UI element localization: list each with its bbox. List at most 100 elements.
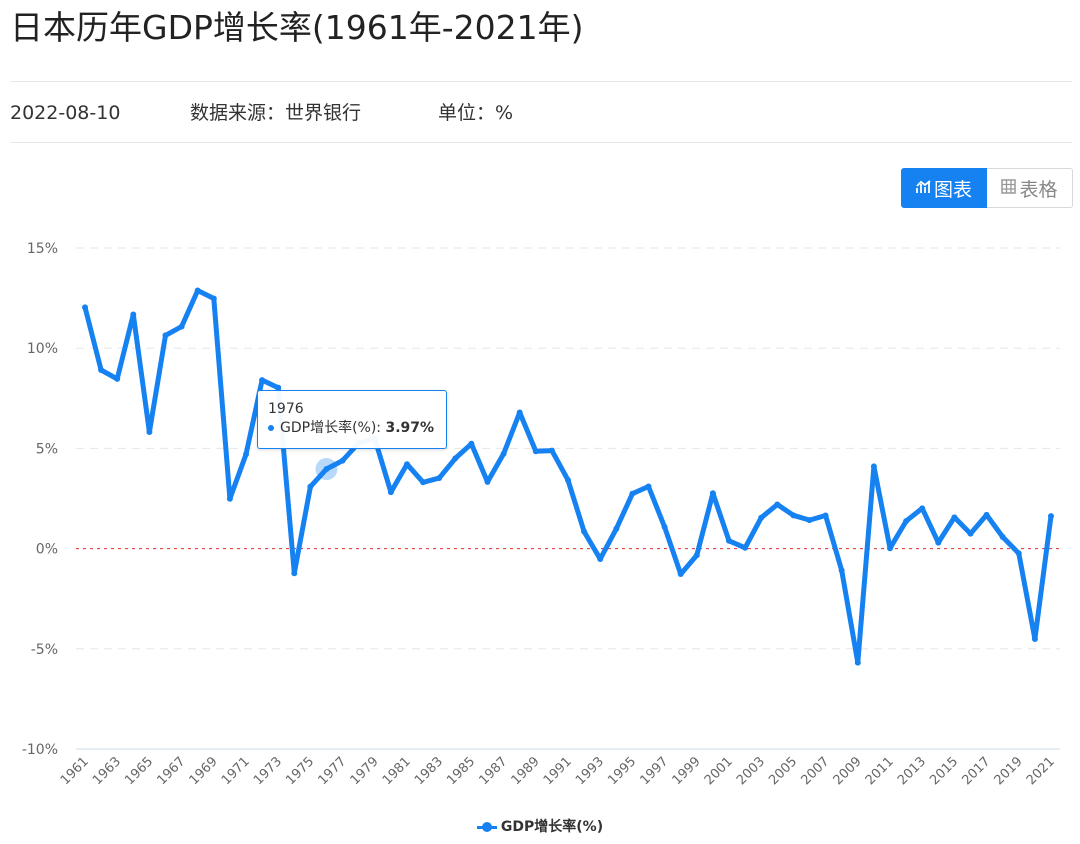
data-point <box>806 517 813 524</box>
table-view-button[interactable]: 表格 <box>987 168 1073 208</box>
data-point <box>645 483 652 490</box>
data-point <box>387 489 394 496</box>
data-tooltip: 1976 GDP增长率(%): 3.97% <box>257 390 447 449</box>
data-point <box>919 505 926 512</box>
data-point <box>452 455 459 462</box>
data-point <box>275 384 282 391</box>
series-gdp-growth <box>82 287 1054 666</box>
data-point <box>404 461 410 468</box>
data-point <box>436 475 443 482</box>
data-source: 数据来源：世界银行 <box>190 102 362 124</box>
chart-legend[interactable]: GDP增长率(%) <box>0 816 1080 836</box>
x-tick-label: 2021 <box>1024 754 1058 788</box>
data-point <box>935 539 942 546</box>
x-tick-label: 2013 <box>895 754 929 788</box>
x-tick-label: 1967 <box>154 754 188 788</box>
x-tick-label: 1977 <box>315 754 349 788</box>
data-point <box>613 525 620 532</box>
data-point <box>484 478 491 485</box>
data-point <box>307 483 314 490</box>
y-tick-label: 5% <box>36 441 58 457</box>
data-point <box>677 571 684 578</box>
chart-view-button[interactable]: 图表 <box>901 168 987 208</box>
data-point <box>742 544 749 551</box>
view-toggle: 图表 表格 <box>901 168 1073 210</box>
x-tick-label: 2019 <box>992 754 1026 788</box>
x-tick-label: 1981 <box>380 754 414 788</box>
x-tick-label: 2015 <box>927 754 961 788</box>
data-point <box>548 447 555 454</box>
data-point <box>243 451 249 458</box>
y-tick-label: -5% <box>31 642 58 658</box>
series-dot-icon <box>268 425 274 431</box>
chart-icon <box>916 179 931 198</box>
data-point <box>726 537 732 544</box>
data-point <box>178 323 185 330</box>
x-tick-label: 1983 <box>412 754 446 788</box>
tooltip-year: 1976 <box>268 401 304 417</box>
data-point <box>82 304 88 311</box>
data-point <box>291 570 298 577</box>
data-point <box>339 457 346 464</box>
data-point <box>130 311 137 318</box>
header-divider <box>10 81 1072 82</box>
data-point <box>1048 513 1054 520</box>
grid-lines <box>76 247 1060 750</box>
x-tick-label: 1979 <box>348 754 382 788</box>
publish-date: 2022-08-10 <box>10 102 121 124</box>
tooltip-row: GDP增长率(%): 3.97% <box>268 418 436 438</box>
data-point <box>903 518 910 525</box>
data-point <box>98 367 105 374</box>
x-tick-label: 1995 <box>605 754 639 788</box>
x-tick-label: 1973 <box>251 754 285 788</box>
chart-view-label: 图表 <box>933 178 972 201</box>
table-view-label: 表格 <box>1019 178 1058 201</box>
data-point <box>774 501 781 508</box>
series-line <box>82 288 1054 666</box>
data-point <box>967 530 974 537</box>
x-tick-label: 1971 <box>219 754 253 788</box>
data-point <box>516 409 523 416</box>
x-tick-label: 1969 <box>187 754 221 788</box>
x-tick-label: 1975 <box>283 754 317 788</box>
x-tick-label: 1999 <box>670 754 704 788</box>
x-tick-label: 1987 <box>476 754 510 788</box>
data-point <box>194 287 201 294</box>
data-point <box>114 375 121 382</box>
data-point <box>887 545 893 552</box>
data-point <box>420 479 427 486</box>
unit-label: 单位：% <box>438 102 514 124</box>
x-tick-label: 1989 <box>509 754 543 788</box>
data-point <box>468 440 475 447</box>
table-icon <box>1001 178 1017 198</box>
x-tick-label: 1997 <box>637 754 671 788</box>
data-point <box>1015 550 1022 557</box>
data-point <box>597 556 604 563</box>
x-axis-ticks: 1961196319651967196919711973197519771979… <box>58 754 1058 788</box>
data-point <box>500 450 507 457</box>
x-tick-label: 2011 <box>863 754 897 788</box>
x-tick-label: 2005 <box>766 754 800 788</box>
data-point <box>629 490 636 497</box>
x-tick-label: 2017 <box>959 754 993 788</box>
data-point <box>162 332 169 339</box>
tooltip-series-label: GDP增长率(%): <box>280 420 386 436</box>
data-point <box>565 477 571 484</box>
y-tick-label: 0% <box>36 542 58 558</box>
data-point <box>999 533 1006 540</box>
x-tick-label: 2003 <box>734 754 768 788</box>
x-tick-label: 1991 <box>541 754 575 788</box>
x-tick-label: 2009 <box>831 754 865 788</box>
y-axis-ticks: 15% 10% 5% 0% -5% -10% <box>22 241 58 758</box>
y-tick-label: -10% <box>22 742 58 758</box>
data-point <box>854 659 861 666</box>
meta-divider <box>10 142 1072 143</box>
data-point <box>951 514 958 521</box>
data-point <box>661 523 668 530</box>
x-tick-label: 1993 <box>573 754 607 788</box>
data-point <box>226 495 233 502</box>
legend-label: GDP增长率(%) <box>500 819 604 835</box>
data-point <box>532 448 539 455</box>
x-tick-label: 1963 <box>90 754 124 788</box>
